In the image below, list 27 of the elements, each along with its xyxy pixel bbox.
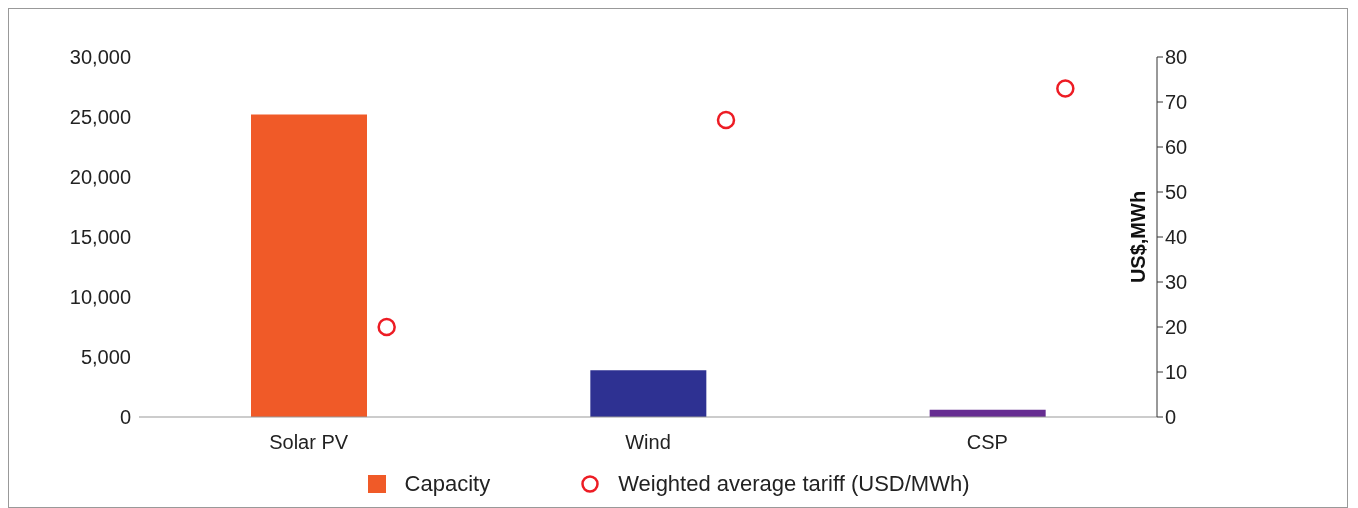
legend-label: Capacity	[404, 471, 491, 497]
y-tick-label: 10,000	[69, 286, 131, 309]
point	[377, 317, 396, 337]
point	[716, 110, 736, 130]
bar	[590, 370, 707, 417]
legend-label: Weighted average tariff (USD/MWh)	[618, 471, 970, 497]
y2-tick-label: 30	[1165, 271, 1188, 294]
y-tick-label: 15,000	[69, 226, 131, 249]
x-tick-label: CSP	[966, 431, 1008, 454]
y2-tick-label: 20	[1165, 316, 1188, 339]
y2-tick-label: 0	[1165, 406, 1177, 429]
y2-tick-label: 80	[1165, 46, 1188, 69]
y2-axis-title: US$,MWh	[1127, 190, 1150, 284]
x-tick-label: Solar PV	[269, 431, 349, 454]
y2-tick-label: 70	[1165, 91, 1188, 114]
y-tick-label: 5,000	[80, 346, 131, 369]
y2-tick-label: 10	[1165, 361, 1188, 384]
y-tick-label: 0	[119, 406, 131, 429]
x-tick-label: Wind	[625, 431, 671, 454]
y-tick-label: 30,000	[69, 46, 131, 69]
bar	[251, 114, 367, 417]
y2-tick-label: 40	[1165, 226, 1188, 249]
y2-tick-label: 60	[1165, 136, 1188, 159]
y-tick-label: 25,000	[69, 106, 131, 129]
point	[1056, 79, 1075, 98]
y2-tick-label: 50	[1165, 181, 1188, 204]
y-tick-label: 20,000	[69, 166, 131, 189]
